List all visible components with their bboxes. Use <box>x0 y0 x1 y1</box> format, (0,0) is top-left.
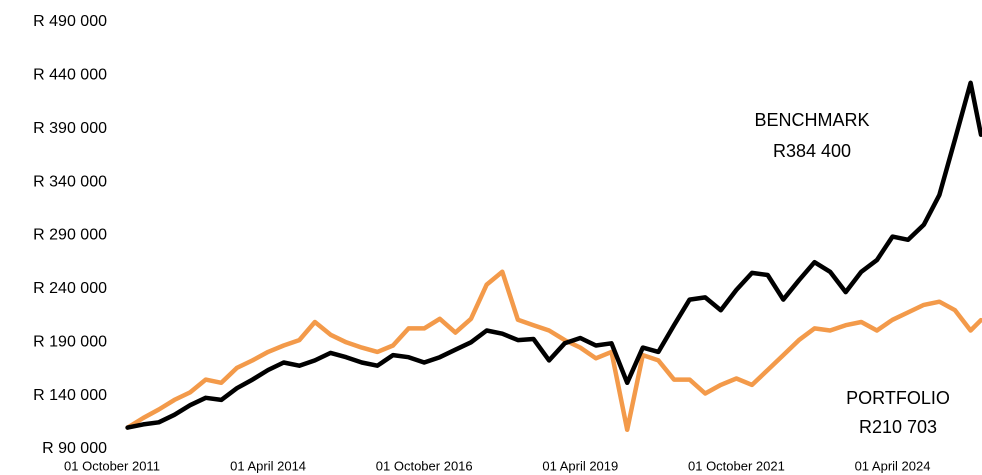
benchmark-label: BENCHMARK <box>754 110 869 130</box>
series-line <box>125 80 982 430</box>
y-tick-label: R 240 000 <box>33 280 107 297</box>
y-tick-label: R 390 000 <box>33 120 107 137</box>
portfolio-value: R210 703 <box>859 417 937 437</box>
series-line <box>125 269 982 433</box>
x-tick-label: 01 April 2024 <box>855 458 931 473</box>
y-tick-label: R 440 000 <box>33 67 107 84</box>
y-tick-label: R 140 000 <box>33 387 107 404</box>
y-tick-label: R 90 000 <box>42 440 107 457</box>
x-tick-label: 01 October 2021 <box>688 458 785 473</box>
y-tick-label: R 290 000 <box>33 227 107 244</box>
benchmark-value: R384 400 <box>773 141 851 161</box>
x-tick-label: 01 October 2016 <box>376 458 473 473</box>
y-tick-label: R 190 000 <box>33 333 107 350</box>
y-tick-label: R 490 000 <box>33 13 107 30</box>
portfolio-label: PORTFOLIO <box>846 388 950 408</box>
x-tick-label: 01 April 2014 <box>230 458 306 473</box>
x-tick-label: 01 October 2011 <box>64 458 160 473</box>
x-tick-label: 01 April 2019 <box>542 458 618 473</box>
y-tick-label: R 340 000 <box>33 173 107 190</box>
